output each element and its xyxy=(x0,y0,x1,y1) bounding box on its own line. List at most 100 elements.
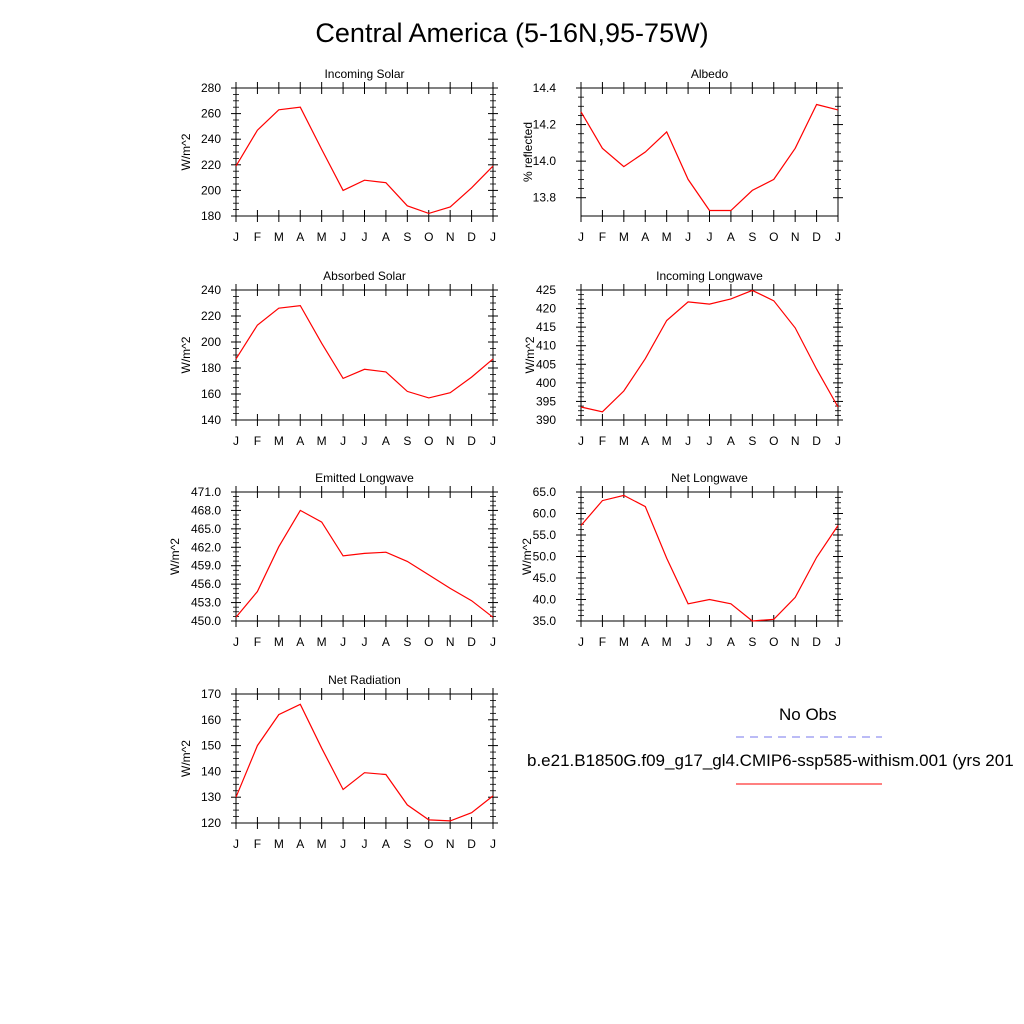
panel-title: Incoming Solar xyxy=(324,67,404,81)
y-tick-label: 55.0 xyxy=(533,528,557,542)
y-tick-label: 180 xyxy=(201,361,221,375)
x-tick-label: J xyxy=(578,230,584,244)
y-tick-label: 280 xyxy=(201,81,221,95)
y-tick-label: 240 xyxy=(201,132,221,146)
x-tick-label: F xyxy=(599,434,606,448)
x-tick-label: J xyxy=(490,434,496,448)
x-tick-label: J xyxy=(490,837,496,851)
y-tick-label: 160 xyxy=(201,713,221,727)
x-tick-label: D xyxy=(467,837,476,851)
x-tick-label: A xyxy=(296,230,304,244)
x-tick-label: M xyxy=(619,635,629,649)
figure-title: Central America (5-16N,95-75W) xyxy=(315,18,709,48)
x-tick-label: O xyxy=(769,635,778,649)
y-tick-label: 453.0 xyxy=(191,596,221,610)
y-tick-label: 220 xyxy=(201,158,221,172)
y-tick-label: 395 xyxy=(536,394,556,408)
y-tick-label: 456.0 xyxy=(191,577,221,591)
y-tick-label: 450.0 xyxy=(191,614,221,628)
y-tick-label: 405 xyxy=(536,357,556,371)
y-tick-label: 170 xyxy=(201,687,221,701)
x-tick-label: J xyxy=(578,635,584,649)
series-line xyxy=(235,106,494,215)
y-axis-label: W/m^2 xyxy=(520,538,534,575)
x-tick-label: O xyxy=(424,635,433,649)
x-tick-label: O xyxy=(424,230,433,244)
x-tick-label: A xyxy=(296,434,304,448)
x-tick-label: N xyxy=(791,230,800,244)
y-tick-label: 420 xyxy=(536,302,556,316)
x-tick-label: M xyxy=(662,434,672,448)
x-tick-label: M xyxy=(619,230,629,244)
x-tick-label: D xyxy=(812,635,821,649)
x-tick-label: J xyxy=(340,837,346,851)
x-tick-label: D xyxy=(812,434,821,448)
x-tick-label: M xyxy=(662,230,672,244)
x-tick-label: A xyxy=(727,434,735,448)
y-tick-label: 13.8 xyxy=(533,191,557,205)
panel-title: Albedo xyxy=(691,67,729,81)
y-tick-label: 150 xyxy=(201,739,221,753)
x-tick-label: D xyxy=(467,230,476,244)
x-tick-label: J xyxy=(340,434,346,448)
panel-title: Net Longwave xyxy=(671,471,748,485)
x-tick-label: J xyxy=(233,230,239,244)
x-tick-label: O xyxy=(769,230,778,244)
x-tick-label: F xyxy=(254,230,261,244)
x-tick-label: J xyxy=(685,635,691,649)
x-tick-label: J xyxy=(685,434,691,448)
series-line xyxy=(235,703,494,822)
y-tick-label: 130 xyxy=(201,790,221,804)
x-tick-label: M xyxy=(317,837,327,851)
x-tick-label: J xyxy=(340,230,346,244)
y-tick-label: 60.0 xyxy=(533,507,557,521)
panel-title: Net Radiation xyxy=(328,673,401,687)
x-tick-label: N xyxy=(446,230,455,244)
y-tick-label: 160 xyxy=(201,387,221,401)
y-tick-label: 468.0 xyxy=(191,503,221,517)
x-tick-label: F xyxy=(254,837,261,851)
x-tick-label: M xyxy=(317,434,327,448)
x-tick-label: S xyxy=(748,635,756,649)
x-tick-label: A xyxy=(641,230,649,244)
x-tick-label: A xyxy=(641,434,649,448)
x-tick-label: A xyxy=(382,635,390,649)
x-tick-label: A xyxy=(727,635,735,649)
x-tick-label: A xyxy=(382,230,390,244)
x-tick-label: J xyxy=(835,230,841,244)
x-tick-label: A xyxy=(296,837,304,851)
x-tick-label: A xyxy=(727,230,735,244)
x-tick-label: J xyxy=(835,434,841,448)
legend-obs-label: No Obs xyxy=(779,705,837,724)
y-tick-label: 459.0 xyxy=(191,559,221,573)
y-tick-label: 40.0 xyxy=(533,593,557,607)
y-axis-label: W/m^2 xyxy=(179,740,193,777)
series-line xyxy=(580,494,839,622)
x-tick-label: D xyxy=(467,434,476,448)
y-tick-label: 462.0 xyxy=(191,540,221,554)
x-tick-label: A xyxy=(296,635,304,649)
x-tick-label: S xyxy=(403,635,411,649)
x-tick-label: O xyxy=(769,434,778,448)
x-tick-label: J xyxy=(362,434,368,448)
y-tick-label: 140 xyxy=(201,764,221,778)
y-tick-label: 415 xyxy=(536,320,556,334)
series-line xyxy=(580,103,839,212)
x-tick-label: M xyxy=(274,230,284,244)
x-tick-label: J xyxy=(233,434,239,448)
x-tick-label: J xyxy=(578,434,584,448)
y-tick-label: 410 xyxy=(536,339,556,353)
x-tick-label: J xyxy=(233,837,239,851)
y-tick-label: 14.4 xyxy=(533,81,557,95)
panel-title: Emitted Longwave xyxy=(315,471,414,485)
x-tick-label: J xyxy=(340,635,346,649)
x-tick-label: N xyxy=(791,434,800,448)
x-tick-label: J xyxy=(362,837,368,851)
x-tick-label: S xyxy=(748,434,756,448)
x-tick-label: S xyxy=(748,230,756,244)
y-axis-label: W/m^2 xyxy=(168,538,182,575)
x-tick-label: A xyxy=(382,434,390,448)
x-tick-label: S xyxy=(403,434,411,448)
